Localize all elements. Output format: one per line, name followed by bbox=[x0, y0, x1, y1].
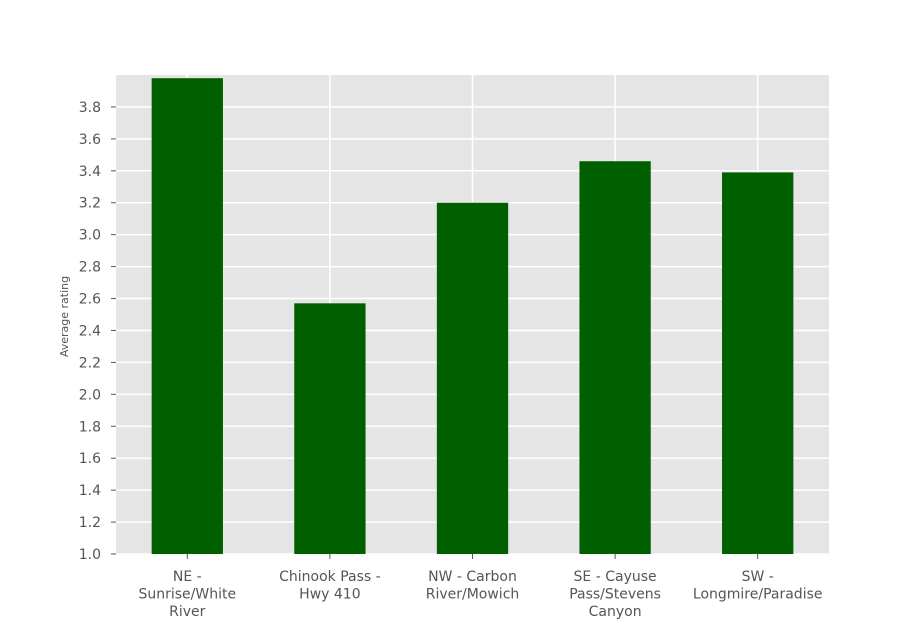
y-tick-label: 2.0 bbox=[79, 387, 101, 403]
x-tick-label-line: Sunrise/White bbox=[138, 587, 236, 603]
y-axis-ticks: 1.0 1.2 1.4 1.6 1.8 2.0 2.2 2.4 2.6 2.8 3.0 3.2 3.4 3… bbox=[79, 100, 116, 563]
bar bbox=[294, 303, 366, 554]
y-tick-label: 1.4 bbox=[79, 483, 101, 499]
y-tick-label: 3.8 bbox=[79, 100, 101, 116]
y-tick-label: 3.2 bbox=[79, 196, 101, 212]
x-tick-label-line: Canyon bbox=[589, 604, 642, 620]
bars bbox=[151, 78, 794, 555]
y-tick-label: 1.0 bbox=[79, 547, 101, 563]
x-tick-label-line: SW - bbox=[742, 569, 774, 585]
x-tick-label-line: River/Mowich bbox=[426, 587, 520, 603]
y-tick-label: 1.2 bbox=[79, 515, 101, 531]
y-tick-label: 1.6 bbox=[79, 451, 101, 467]
bar bbox=[579, 161, 651, 554]
y-tick-label: 2.2 bbox=[79, 355, 101, 371]
y-tick-label: 2.8 bbox=[79, 260, 101, 276]
x-tick-label-line: Longmire/Paradise bbox=[693, 587, 823, 603]
x-tick-label-line: Chinook Pass - bbox=[279, 569, 381, 585]
x-tick-label-line: Pass/Stevens bbox=[569, 587, 661, 603]
x-tick-label-line: SE - Cayuse bbox=[574, 569, 657, 585]
x-tick-label-line: River bbox=[169, 604, 206, 620]
x-tick-label: SW - Longmire/Paradise bbox=[693, 569, 823, 603]
x-tick-label-line: NW - Carbon bbox=[428, 569, 517, 585]
y-tick-label: 3.0 bbox=[79, 228, 101, 244]
x-tick-label: SE - Cayuse Pass/Stevens Canyon bbox=[569, 569, 661, 620]
x-tick-label: NW - Carbon River/Mowich bbox=[426, 569, 520, 603]
y-tick-label: 3.6 bbox=[79, 132, 101, 148]
bar bbox=[722, 172, 794, 554]
y-tick-label: 2.6 bbox=[79, 292, 101, 308]
bar bbox=[151, 78, 223, 555]
x-tick-label: NE - Sunrise/White River bbox=[138, 569, 236, 620]
x-axis-ticks: NE - Sunrise/White River Chinook Pass - Hwy … bbox=[138, 554, 823, 620]
bar bbox=[436, 202, 509, 554]
y-tick-label: 2.4 bbox=[79, 323, 101, 339]
x-tick-label-line: Hwy 410 bbox=[299, 587, 360, 603]
y-axis-label: Average rating bbox=[58, 276, 71, 357]
x-tick-label-line: NE - bbox=[173, 569, 202, 585]
x-tick-label: Chinook Pass - Hwy 410 bbox=[279, 569, 381, 603]
y-tick-label: 1.8 bbox=[79, 419, 101, 435]
y-tick-label: 3.4 bbox=[79, 164, 101, 180]
